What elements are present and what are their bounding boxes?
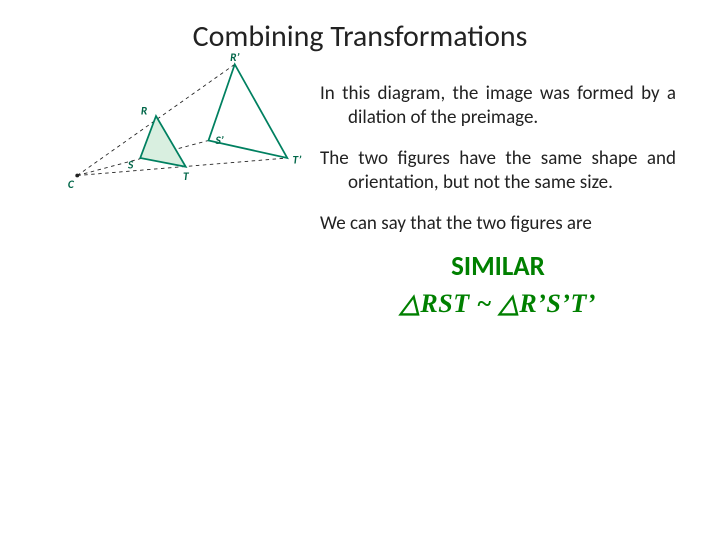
svg-text:T: T [183,170,190,184]
slide-title: Combining Transformations [0,18,720,55]
svg-text:T’: T’ [293,153,302,167]
svg-text:R: R [141,104,147,118]
dilation-diagram: CRSTR’S’T’ [54,60,314,200]
slide: Combining Transformations C R S T R’ S’ T’ In … [0,0,720,540]
similarity-relation: △RST ~ △R’S’T’ [320,289,676,319]
svg-text:S: S [127,159,134,173]
svg-text:S’: S’ [215,134,224,148]
svg-text:R’: R’ [230,51,239,65]
text-column: In this diagram, the image was formed by… [320,82,676,319]
svg-text:C: C [68,178,75,192]
paragraph-2: The two figures have the same shape and … [320,147,676,194]
similar-label: SIMILAR [320,250,676,283]
paragraph-1: In this diagram, the image was formed by… [320,82,676,129]
paragraph-3: We can say that the two figures are [320,212,676,236]
